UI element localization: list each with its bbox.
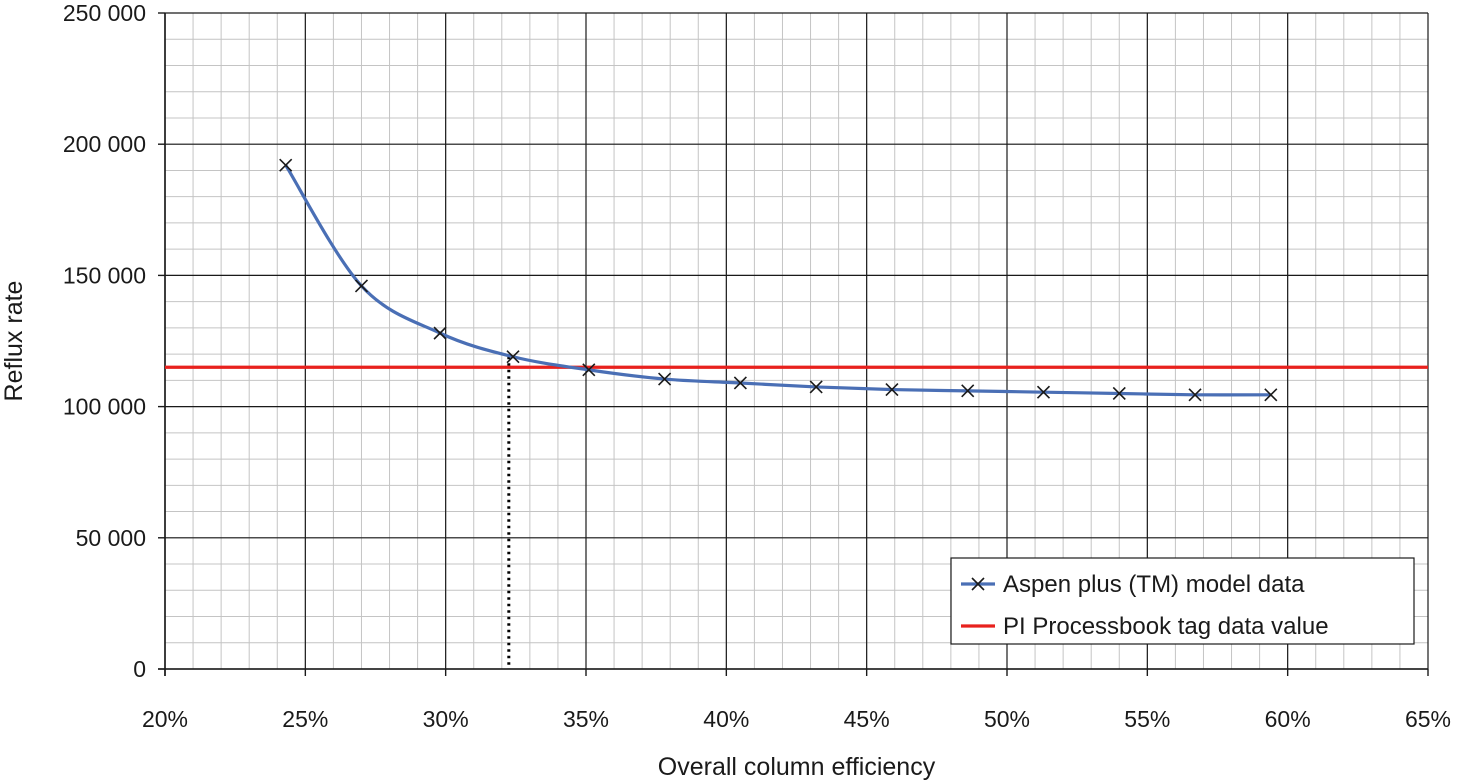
x-tick-label: 45% (844, 706, 890, 732)
x-axis-title: Overall column efficiency (658, 753, 936, 781)
marker-stroke (885, 382, 899, 397)
marker-stroke (971, 577, 985, 591)
aspen-data-point (885, 382, 899, 397)
aspen-data-point (506, 350, 520, 364)
y-tick-label: 0 (133, 656, 146, 682)
aspen-data-point (582, 363, 596, 377)
aspen-data-point (354, 279, 369, 293)
aspen-data-point (1036, 385, 1051, 399)
legend-box (950, 557, 1415, 645)
marker-stroke (1264, 388, 1278, 402)
marker-stroke (354, 279, 369, 293)
aspen-series-line (284, 164, 1271, 397)
marker-stroke (733, 376, 747, 390)
marker-stroke (1188, 388, 1202, 402)
x-tick-label: 55% (1124, 706, 1170, 732)
legend-label-aspen: Aspen plus (TM) model data (1003, 571, 1305, 598)
aspen-data-point (1188, 388, 1202, 402)
marker-stroke (279, 158, 293, 172)
aspen-data-point (658, 372, 672, 386)
aspen-data-point (279, 158, 293, 172)
aspen-data-point (1112, 386, 1126, 401)
y-axis-title: Reflux rate (0, 281, 28, 402)
x-tick-label: 25% (282, 706, 328, 732)
marker-stroke (1036, 385, 1051, 399)
x-tick-label: 40% (703, 706, 749, 732)
y-tick-label: 50 000 (76, 525, 146, 551)
y-tick-label: 150 000 (63, 262, 146, 288)
aspen-data-point (733, 376, 747, 390)
axes (158, 12, 1429, 676)
plot-marks (165, 158, 1428, 669)
marker-stroke (506, 350, 520, 364)
aspen-data-point (433, 326, 447, 340)
x-tick-label: 65% (1405, 706, 1451, 732)
legend: Aspen plus (TM) model data PI Processboo… (950, 557, 1415, 645)
x-tick-label: 60% (1265, 706, 1311, 732)
aspen-data-point (961, 384, 975, 398)
x-tick-label: 30% (423, 706, 469, 732)
marker-stroke (582, 363, 596, 377)
marker-stroke (961, 384, 975, 398)
marker-stroke (433, 326, 447, 340)
tick-labels: 20% 25% 30% 35% 40% 45% 50% 55% 60% 65% 0 50 000 100… (63, 0, 1451, 732)
legend-marker-aspen (971, 577, 985, 591)
legend-label-pi: PI Processbook tag data value (1003, 613, 1329, 640)
y-tick-label: 200 000 (63, 131, 146, 157)
marker-stroke (1112, 386, 1126, 401)
y-tick-label: 100 000 (63, 394, 146, 420)
aspen-data-point (1264, 388, 1278, 402)
x-tick-label: 35% (563, 706, 609, 732)
marker-stroke (658, 372, 672, 386)
aspen-data-point (809, 380, 823, 394)
y-tick-label: 250 000 (63, 0, 146, 26)
x-tick-label: 20% (142, 706, 188, 732)
marker-stroke (809, 380, 823, 394)
x-tick-label: 50% (984, 706, 1030, 732)
